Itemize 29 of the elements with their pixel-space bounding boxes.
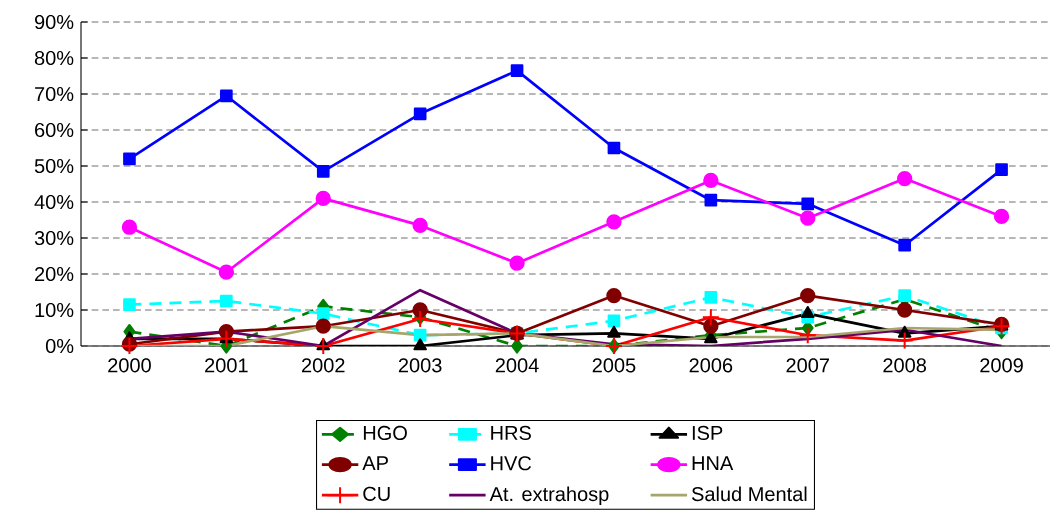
legend-label: Salud Mental: [691, 486, 807, 502]
x-tick-label: 2006: [689, 358, 733, 373]
legend-label: HVC: [491, 456, 532, 471]
y-tick-label: 90%: [34, 14, 74, 30]
x-tick-label: 2000: [108, 358, 151, 373]
legend-label: CU: [363, 486, 390, 501]
legend-label: HGO: [363, 425, 407, 441]
y-tick-label: 10%: [35, 302, 74, 318]
legend-label: HNA: [692, 456, 734, 471]
x-tick-label: 2008: [883, 358, 927, 373]
legend-label: ISP: [692, 425, 723, 441]
y-tick-label: 0%: [45, 338, 74, 354]
x-tick-label: 2002: [302, 358, 345, 373]
legend-label: At. extrahosp: [489, 486, 609, 506]
legend-label: HRS: [491, 425, 531, 441]
y-tick-label: 30%: [34, 230, 74, 246]
x-tick-label: 2004: [495, 358, 539, 373]
y-tick-label: 80%: [34, 50, 74, 66]
legend-label: AP: [362, 456, 388, 471]
x-tick-label: 2003: [398, 358, 442, 373]
y-tick-label: 70%: [35, 86, 74, 102]
x-tick-label: 2007: [786, 358, 829, 373]
x-tick-label: 2009: [980, 358, 1023, 373]
y-tick-label: 40%: [34, 194, 74, 210]
y-tick-label: 60%: [35, 122, 74, 138]
y-tick-label: 50%: [34, 158, 74, 174]
x-tick-label: 2005: [592, 358, 636, 373]
x-tick-label: 2001: [205, 358, 248, 373]
y-tick-label: 20%: [35, 266, 74, 282]
